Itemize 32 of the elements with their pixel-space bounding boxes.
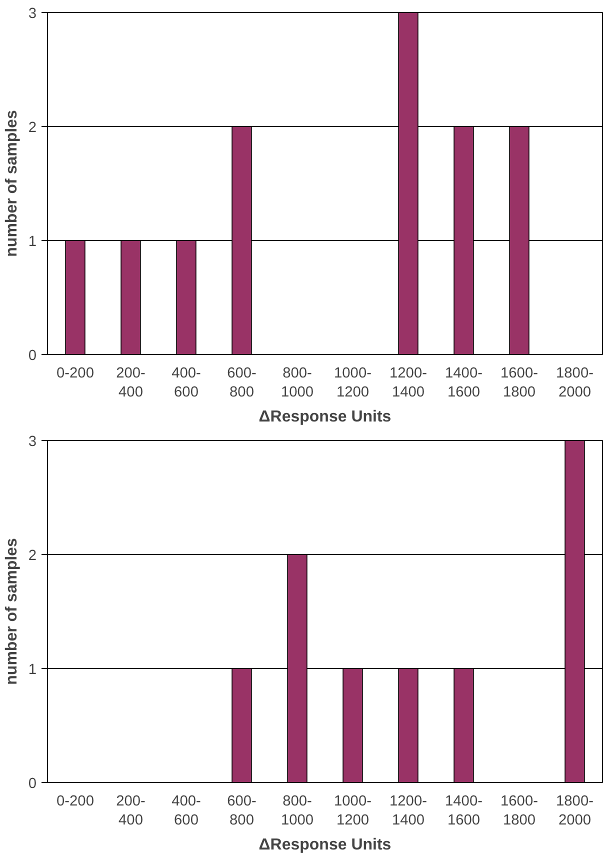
x-tick-label: 800- 1000 (280, 794, 314, 829)
x-tick-label: 0-200 (56, 794, 94, 810)
x-tick-label: 600- 800 (227, 794, 257, 829)
x-tick-label: 200- 400 (116, 794, 146, 829)
x-tick-label: 1800- 2000 (556, 366, 594, 401)
y-tick-label: 1 (28, 662, 37, 678)
y-axis-title: number of samples (3, 538, 20, 685)
x-tick-label: 600- 800 (227, 366, 257, 401)
x-axis-title: ΔResponse Units (258, 836, 392, 854)
y-tick-label: 3 (28, 6, 37, 22)
x-tick-label: 0-200 (56, 366, 94, 382)
x-axis-title: ΔResponse Units (258, 408, 392, 426)
x-tick-label: 1800- 2000 (556, 794, 594, 829)
x-tick-label: 1000- 1200 (334, 794, 372, 829)
x-tick-label: 1400- 1600 (445, 366, 483, 401)
x-tick-label: 1000- 1200 (334, 366, 372, 401)
y-tick-label: 1 (28, 234, 37, 250)
y-tick-label: 2 (28, 548, 37, 564)
y-tick-label: 3 (28, 434, 37, 450)
x-tick-label: 1200- 1400 (390, 794, 428, 829)
x-tick-label: 1600- 1800 (500, 794, 538, 829)
x-tick-label: 1400- 1600 (445, 794, 483, 829)
y-tick-label: 0 (28, 776, 37, 792)
x-tick-label: 1600- 1800 (500, 366, 538, 401)
y-tick-label: 2 (28, 120, 37, 136)
x-tick-label: 1200- 1400 (390, 366, 428, 401)
y-axis-title: number of samples (3, 110, 20, 257)
y-tick-label: 0 (28, 348, 37, 364)
x-tick-label: 200- 400 (116, 366, 146, 401)
x-tick-label: 400- 600 (172, 794, 202, 829)
x-tick-label: 800- 1000 (280, 366, 314, 401)
x-tick-label: 400- 600 (172, 366, 202, 401)
